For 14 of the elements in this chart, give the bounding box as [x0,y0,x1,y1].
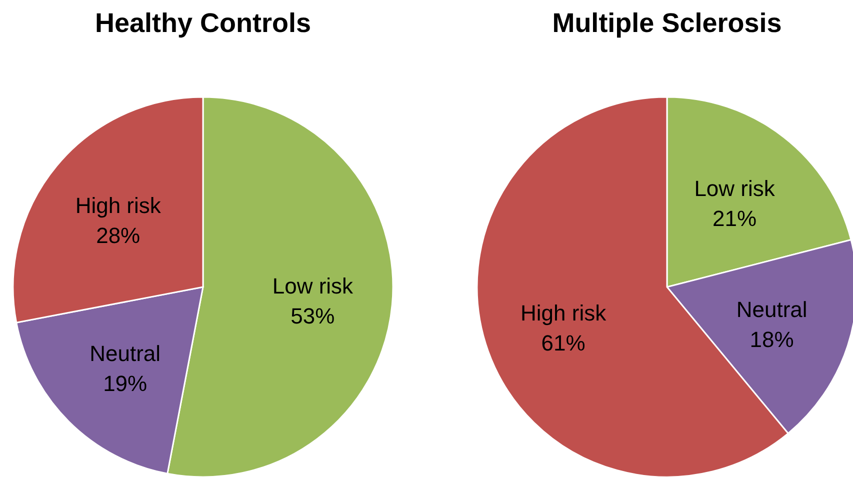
chart-title: Multiple Sclerosis [552,8,782,38]
data-label: 21% [712,206,757,231]
slice-label: High risk [75,192,162,218]
data-label: 28% [96,222,140,248]
data-label: 19% [103,370,148,396]
slice-label: Neutral [90,340,161,366]
slice-label: High risk [520,300,608,326]
chart-title: Healthy Controls [94,8,312,38]
data-label: 61% [541,330,586,356]
data-label: 53% [290,303,335,328]
slice-label: Low risk [272,273,354,298]
data-label: 18% [750,327,794,352]
slice-label: Low risk [694,176,776,201]
slice-label: Neutral [736,297,808,322]
